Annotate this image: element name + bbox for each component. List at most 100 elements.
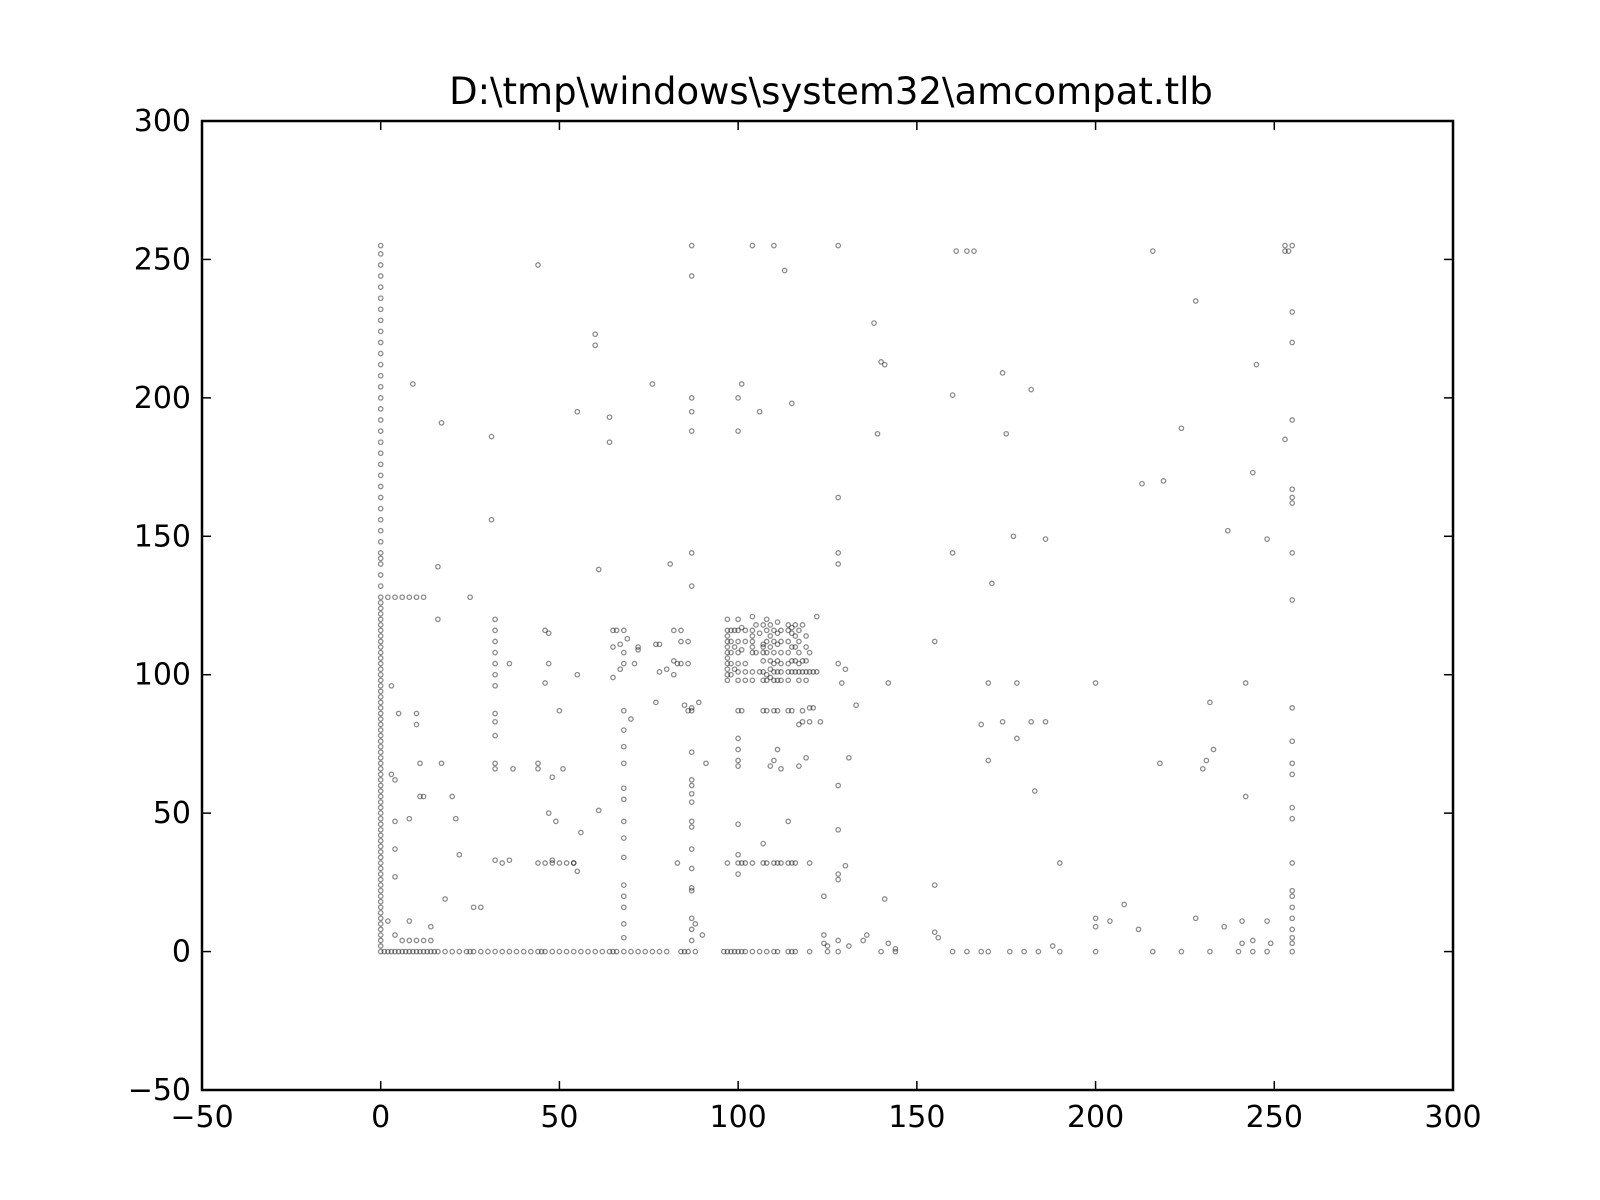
data-point [688,885,695,891]
data-point [1014,680,1020,686]
data-point [388,771,395,778]
data-point [792,948,799,955]
data-point [377,837,384,844]
data-point [749,613,756,620]
data-point [506,660,513,667]
data-point [667,561,674,567]
data-point [695,699,702,706]
data-point [656,641,663,648]
data-point [413,948,420,955]
data-point [806,860,813,866]
data-point [467,948,473,955]
data-point [720,948,727,955]
data-point [388,682,395,689]
data-point [771,707,777,714]
data-point [1035,948,1042,955]
data-point [738,860,745,866]
data-point [860,937,867,944]
data-point [499,948,506,955]
data-point [892,945,899,952]
data-point [377,627,384,634]
data-point [492,760,498,767]
data-point [688,242,695,249]
data-point [724,638,731,645]
data-point [731,644,738,650]
data-point [574,408,581,415]
data-point [1289,915,1296,922]
data-point [610,644,616,650]
data-point [377,383,384,390]
data-point [803,644,809,650]
data-point [1289,887,1296,894]
data-point [620,818,627,825]
data-point [749,669,756,675]
data-point [377,710,384,717]
data-point [635,948,641,955]
data-point [1207,948,1213,955]
data-point [760,860,767,866]
data-point [377,699,384,706]
data-point [760,644,767,650]
data-point [417,793,423,800]
data-point [881,896,888,902]
data-point [1264,536,1270,542]
data-point [731,666,738,673]
data-point [377,909,384,916]
data-point [749,860,756,866]
data-point [778,660,784,667]
data-point [724,655,731,661]
data-point [377,339,384,346]
data-point [785,622,792,628]
data-point [510,765,516,772]
data-point [549,774,556,781]
data-point [578,948,584,955]
data-point [806,948,813,955]
data-point [1192,298,1199,304]
data-point [649,948,656,955]
data-point [1014,735,1020,742]
data-point [492,732,498,739]
data-point [935,934,942,941]
data-point [803,633,809,639]
data-point [467,594,473,601]
data-point [774,669,781,675]
y-tick-label: 300 [134,104,191,139]
data-point [377,450,384,457]
data-point [1149,248,1156,254]
data-point [685,707,691,714]
data-point [492,710,498,717]
data-point [785,660,792,667]
data-point [438,419,445,426]
data-point [620,649,627,656]
data-point [796,660,802,667]
data-point [692,948,699,955]
data-point [724,860,731,866]
data-point [392,846,398,852]
x-tick-label: 100 [710,1100,767,1135]
data-point [999,718,1006,725]
data-point [742,669,749,675]
data-point [824,948,831,955]
data-point [620,921,627,927]
data-point [606,439,613,446]
data-point [735,707,741,714]
data-point [413,710,420,717]
data-point [377,893,384,900]
x-tick-label: 200 [1067,1100,1124,1135]
data-point [771,677,777,684]
data-point [410,381,416,387]
data-point [435,563,441,570]
data-point [377,948,384,955]
data-point [806,669,813,675]
data-point [377,804,384,811]
data-point [570,948,577,955]
data-point [771,627,777,634]
data-point [406,815,413,822]
data-point [756,669,763,675]
data-point [420,793,427,800]
data-point [377,832,384,839]
data-point [813,669,820,675]
data-point [377,865,384,872]
data-point [738,646,745,653]
data-point [774,619,781,625]
